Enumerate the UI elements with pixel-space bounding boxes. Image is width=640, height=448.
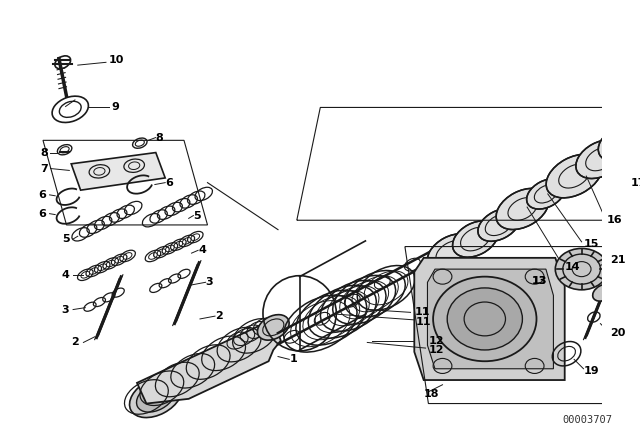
Ellipse shape — [478, 209, 520, 241]
Text: 5: 5 — [193, 211, 201, 220]
Text: 1: 1 — [289, 354, 297, 364]
Ellipse shape — [598, 125, 640, 161]
Text: 6: 6 — [165, 178, 173, 188]
Ellipse shape — [428, 234, 476, 272]
Text: 21: 21 — [610, 255, 625, 265]
Text: 17: 17 — [630, 178, 640, 188]
Text: 18: 18 — [424, 389, 439, 399]
Ellipse shape — [433, 277, 536, 361]
Text: 7: 7 — [40, 164, 48, 173]
Ellipse shape — [556, 249, 608, 290]
Text: 12: 12 — [428, 345, 444, 355]
Ellipse shape — [546, 154, 602, 198]
Ellipse shape — [447, 288, 522, 350]
Text: 19: 19 — [584, 366, 599, 375]
Text: 4: 4 — [62, 270, 70, 280]
Text: 10: 10 — [109, 56, 124, 65]
Text: 13: 13 — [532, 276, 547, 286]
Polygon shape — [414, 258, 564, 380]
Text: 5: 5 — [62, 234, 69, 244]
Text: 16: 16 — [607, 215, 623, 225]
Text: 2: 2 — [71, 337, 79, 348]
Text: 14: 14 — [564, 262, 580, 272]
Text: 8: 8 — [40, 147, 48, 158]
Ellipse shape — [452, 221, 499, 257]
Ellipse shape — [496, 188, 548, 229]
Polygon shape — [137, 323, 281, 404]
Text: 6: 6 — [38, 209, 46, 219]
Text: 3: 3 — [62, 305, 69, 314]
Ellipse shape — [576, 140, 625, 178]
Text: 8: 8 — [156, 133, 164, 142]
Ellipse shape — [593, 284, 614, 301]
Polygon shape — [428, 269, 554, 369]
Text: 13: 13 — [532, 276, 547, 286]
Polygon shape — [71, 153, 165, 190]
Ellipse shape — [527, 179, 565, 209]
Text: 2: 2 — [215, 311, 223, 321]
Text: 9: 9 — [111, 103, 120, 112]
Text: 6: 6 — [38, 190, 46, 200]
Text: 4: 4 — [198, 246, 206, 255]
Text: 3: 3 — [205, 277, 213, 287]
Ellipse shape — [136, 382, 175, 412]
Text: 12: 12 — [428, 336, 444, 345]
Text: 11: 11 — [416, 317, 432, 327]
Text: 00003707: 00003707 — [563, 414, 613, 425]
Text: 20: 20 — [610, 328, 625, 338]
Ellipse shape — [257, 314, 289, 340]
Text: 11: 11 — [414, 307, 430, 317]
Text: 15: 15 — [584, 239, 599, 249]
Ellipse shape — [129, 376, 182, 418]
